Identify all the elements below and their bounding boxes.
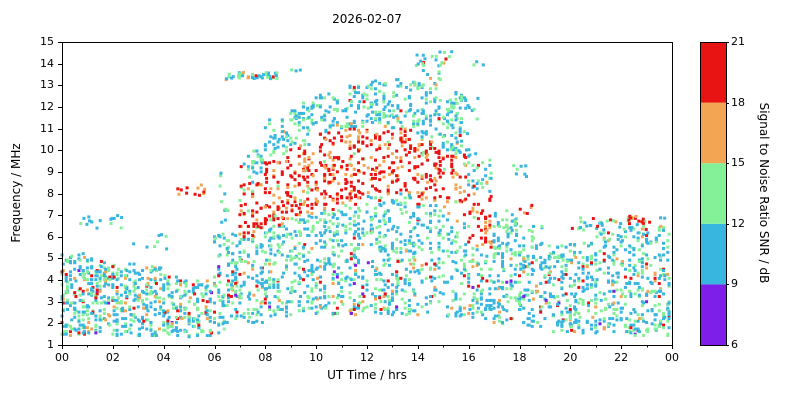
- x-tick-label: 18: [512, 351, 527, 364]
- y-tick-label: 5: [47, 251, 54, 265]
- y-tick-label: 12: [40, 99, 54, 113]
- x-tick-label: 00: [665, 351, 679, 364]
- x-tick-label: 00: [55, 351, 69, 364]
- y-tick-label: 15: [40, 35, 54, 48]
- y-tick-label: 1: [47, 338, 54, 351]
- y-tick-label: 7: [47, 208, 54, 222]
- y-tick-label: 10: [40, 143, 54, 157]
- y-tick-label: 13: [40, 78, 54, 92]
- x-tick-label: 08: [258, 351, 273, 364]
- x-tick-label: 16: [461, 351, 476, 364]
- y-tick-label: 9: [47, 164, 54, 178]
- colorbar-label: Signal to Noise Ratio SNR / dB: [757, 102, 771, 284]
- x-tick-label: 14: [410, 351, 425, 364]
- x-tick-label: 02: [105, 351, 120, 364]
- y-tick-label: 8: [47, 186, 54, 200]
- y-tick-label: 4: [47, 273, 54, 287]
- y-tick-label: 11: [40, 121, 54, 135]
- colorbar-tick-label: 18: [731, 95, 745, 109]
- x-tick-label: 12: [360, 351, 374, 364]
- colorbar-tick-label: 15: [731, 156, 745, 170]
- y-tick-label: 3: [47, 294, 54, 308]
- y-axis-label: Frequency / MHz: [9, 143, 23, 243]
- y-tick-label: 2: [47, 316, 54, 330]
- chart-title: 2026-02-07: [332, 12, 402, 26]
- x-tick-label: 06: [207, 351, 222, 364]
- x-tick-label: 10: [309, 351, 324, 364]
- x-tick-label: 22: [614, 351, 629, 364]
- colorbar-tick-label: 9: [731, 277, 738, 291]
- colorbar-tick-label: 21: [731, 35, 745, 48]
- y-tick-label: 6: [47, 229, 54, 243]
- x-tick-label: 20: [563, 351, 578, 364]
- colorbar-tick-label: 6: [731, 338, 738, 351]
- x-tick-label: 04: [156, 351, 171, 364]
- y-tick-label: 14: [40, 56, 54, 70]
- x-axis-label: UT Time / hrs: [327, 368, 407, 382]
- colorbar-tick-label: 12: [731, 216, 745, 230]
